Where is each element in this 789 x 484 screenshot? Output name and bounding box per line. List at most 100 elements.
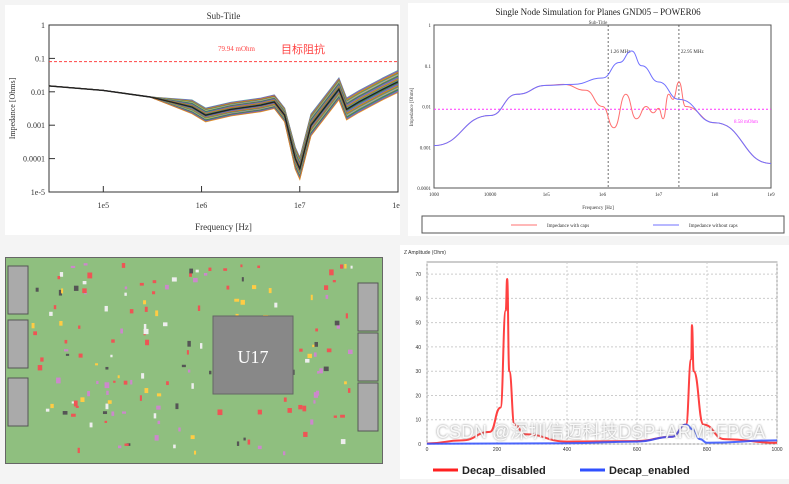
component-pad — [194, 450, 197, 455]
x-tick-label: 1e5 — [98, 201, 110, 210]
component-pad — [332, 279, 336, 283]
component-pad — [181, 364, 186, 368]
x-tick-label: 800 — [703, 447, 712, 453]
component-pad — [62, 411, 68, 415]
z-series — [426, 423, 778, 445]
legend-label: Impedance without caps — [689, 224, 738, 229]
component-pad — [156, 393, 162, 397]
component-pad — [45, 408, 50, 412]
y-tick-label: 60 — [415, 296, 421, 302]
component-pad — [236, 441, 240, 446]
x-tick-label: 400 — [563, 447, 572, 453]
component-pad — [120, 328, 123, 334]
component-pad — [37, 365, 43, 371]
y-tick-label: 1 — [429, 24, 432, 29]
component-pad — [73, 285, 79, 291]
component-pad — [234, 298, 240, 302]
y-axis-label: Z Amplitude (Ohm) — [404, 250, 446, 256]
target-note: 目标阻抗 — [281, 42, 325, 56]
component-pad — [117, 375, 120, 379]
y-tick-label: 0.1 — [35, 54, 45, 63]
component-pad — [105, 366, 109, 370]
component-pad — [156, 405, 161, 410]
component-pad — [310, 419, 314, 425]
y-tick-label: 0.001 — [420, 146, 432, 151]
y-tick-label: 0.001 — [27, 121, 45, 130]
component-pad — [71, 413, 76, 417]
component-pad — [78, 325, 81, 329]
y-tick-label: 1 — [41, 21, 45, 30]
x-tick-label: 1e6 — [196, 201, 208, 210]
y-tick-label: 50 — [415, 321, 421, 327]
y-tick-label: 0.0001 — [417, 187, 431, 192]
component-pad — [186, 350, 189, 355]
chip-u17 — [212, 315, 294, 395]
legend-label: Impedance with caps — [547, 224, 589, 229]
y-tick-label: 10 — [415, 418, 421, 424]
component-pad — [58, 289, 62, 296]
component-pad — [257, 265, 261, 269]
component-pad — [40, 357, 44, 362]
component-pad — [329, 269, 334, 276]
component-pad — [223, 268, 228, 271]
component-pad — [315, 328, 319, 332]
y-axis-label: Impedance [Ohms] — [410, 87, 415, 126]
connector-footprint — [7, 319, 29, 369]
y-tick-label: 70 — [415, 272, 421, 278]
x-tick-label: 1e8 — [392, 201, 400, 210]
impedance-curve — [48, 78, 399, 168]
target-label: 8.58 mOhm — [734, 120, 758, 125]
impedance-sweep-chart: Sub-Title 1 0.1 0.01 0.001 0.0001 1e-5 1e5 1e6 1e… — [5, 5, 404, 235]
component-pad — [243, 437, 246, 441]
component-pad — [56, 377, 61, 384]
x-tick-label: 0 — [426, 447, 429, 453]
impedance-curve — [48, 81, 399, 171]
component-pad — [163, 322, 168, 327]
component-pad — [104, 420, 108, 423]
component-pad — [310, 294, 313, 301]
component-pad — [107, 400, 112, 404]
component-pad — [118, 445, 122, 449]
impedance-curve — [48, 75, 399, 165]
component-pad — [104, 305, 108, 312]
component-pad — [241, 277, 244, 282]
component-pad — [166, 381, 169, 386]
component-pad — [283, 397, 287, 402]
component-pad — [59, 272, 64, 277]
x-tick-label: 10000 — [484, 193, 497, 198]
component-pad — [350, 265, 353, 269]
pcb-layout-view: U17 — [5, 257, 383, 464]
component-pad — [104, 382, 110, 389]
component-pad — [347, 349, 353, 355]
component-pad — [123, 380, 128, 385]
component-pad — [340, 264, 344, 269]
impedance-curve — [48, 79, 399, 168]
impedance-curve — [48, 79, 399, 169]
y-tick-label: 1e-5 — [31, 188, 45, 197]
x-tick-label: 1e6 — [599, 193, 607, 198]
component-pad — [78, 353, 83, 358]
impedance-curve — [48, 80, 399, 170]
component-pad — [208, 267, 212, 272]
component-pad — [334, 320, 340, 326]
component-pad — [83, 263, 88, 266]
component-pad — [87, 272, 93, 279]
component-pad — [121, 263, 126, 268]
component-pad — [141, 373, 145, 379]
plot-frame — [433, 24, 772, 189]
component-pad — [197, 305, 201, 311]
component-pad — [302, 405, 307, 412]
plot-frame — [426, 261, 778, 445]
component-pad — [347, 388, 351, 393]
connector-footprint — [357, 332, 379, 382]
frequency-marker-label: 1.26 MHz — [610, 50, 631, 55]
component-pad — [298, 404, 303, 410]
x-tick-label: 1000 — [771, 447, 782, 453]
component-pad — [257, 445, 262, 450]
z-amplitude-chart: Z Amplitude (Ohm) 0 10 20 30 40 50 60 70 0 200 400 6… — [400, 245, 789, 479]
component-pad — [50, 403, 54, 409]
component-pad — [152, 280, 157, 284]
component-pad — [73, 400, 78, 407]
y-tick-label: 20 — [415, 393, 421, 399]
component-pad — [89, 422, 93, 428]
